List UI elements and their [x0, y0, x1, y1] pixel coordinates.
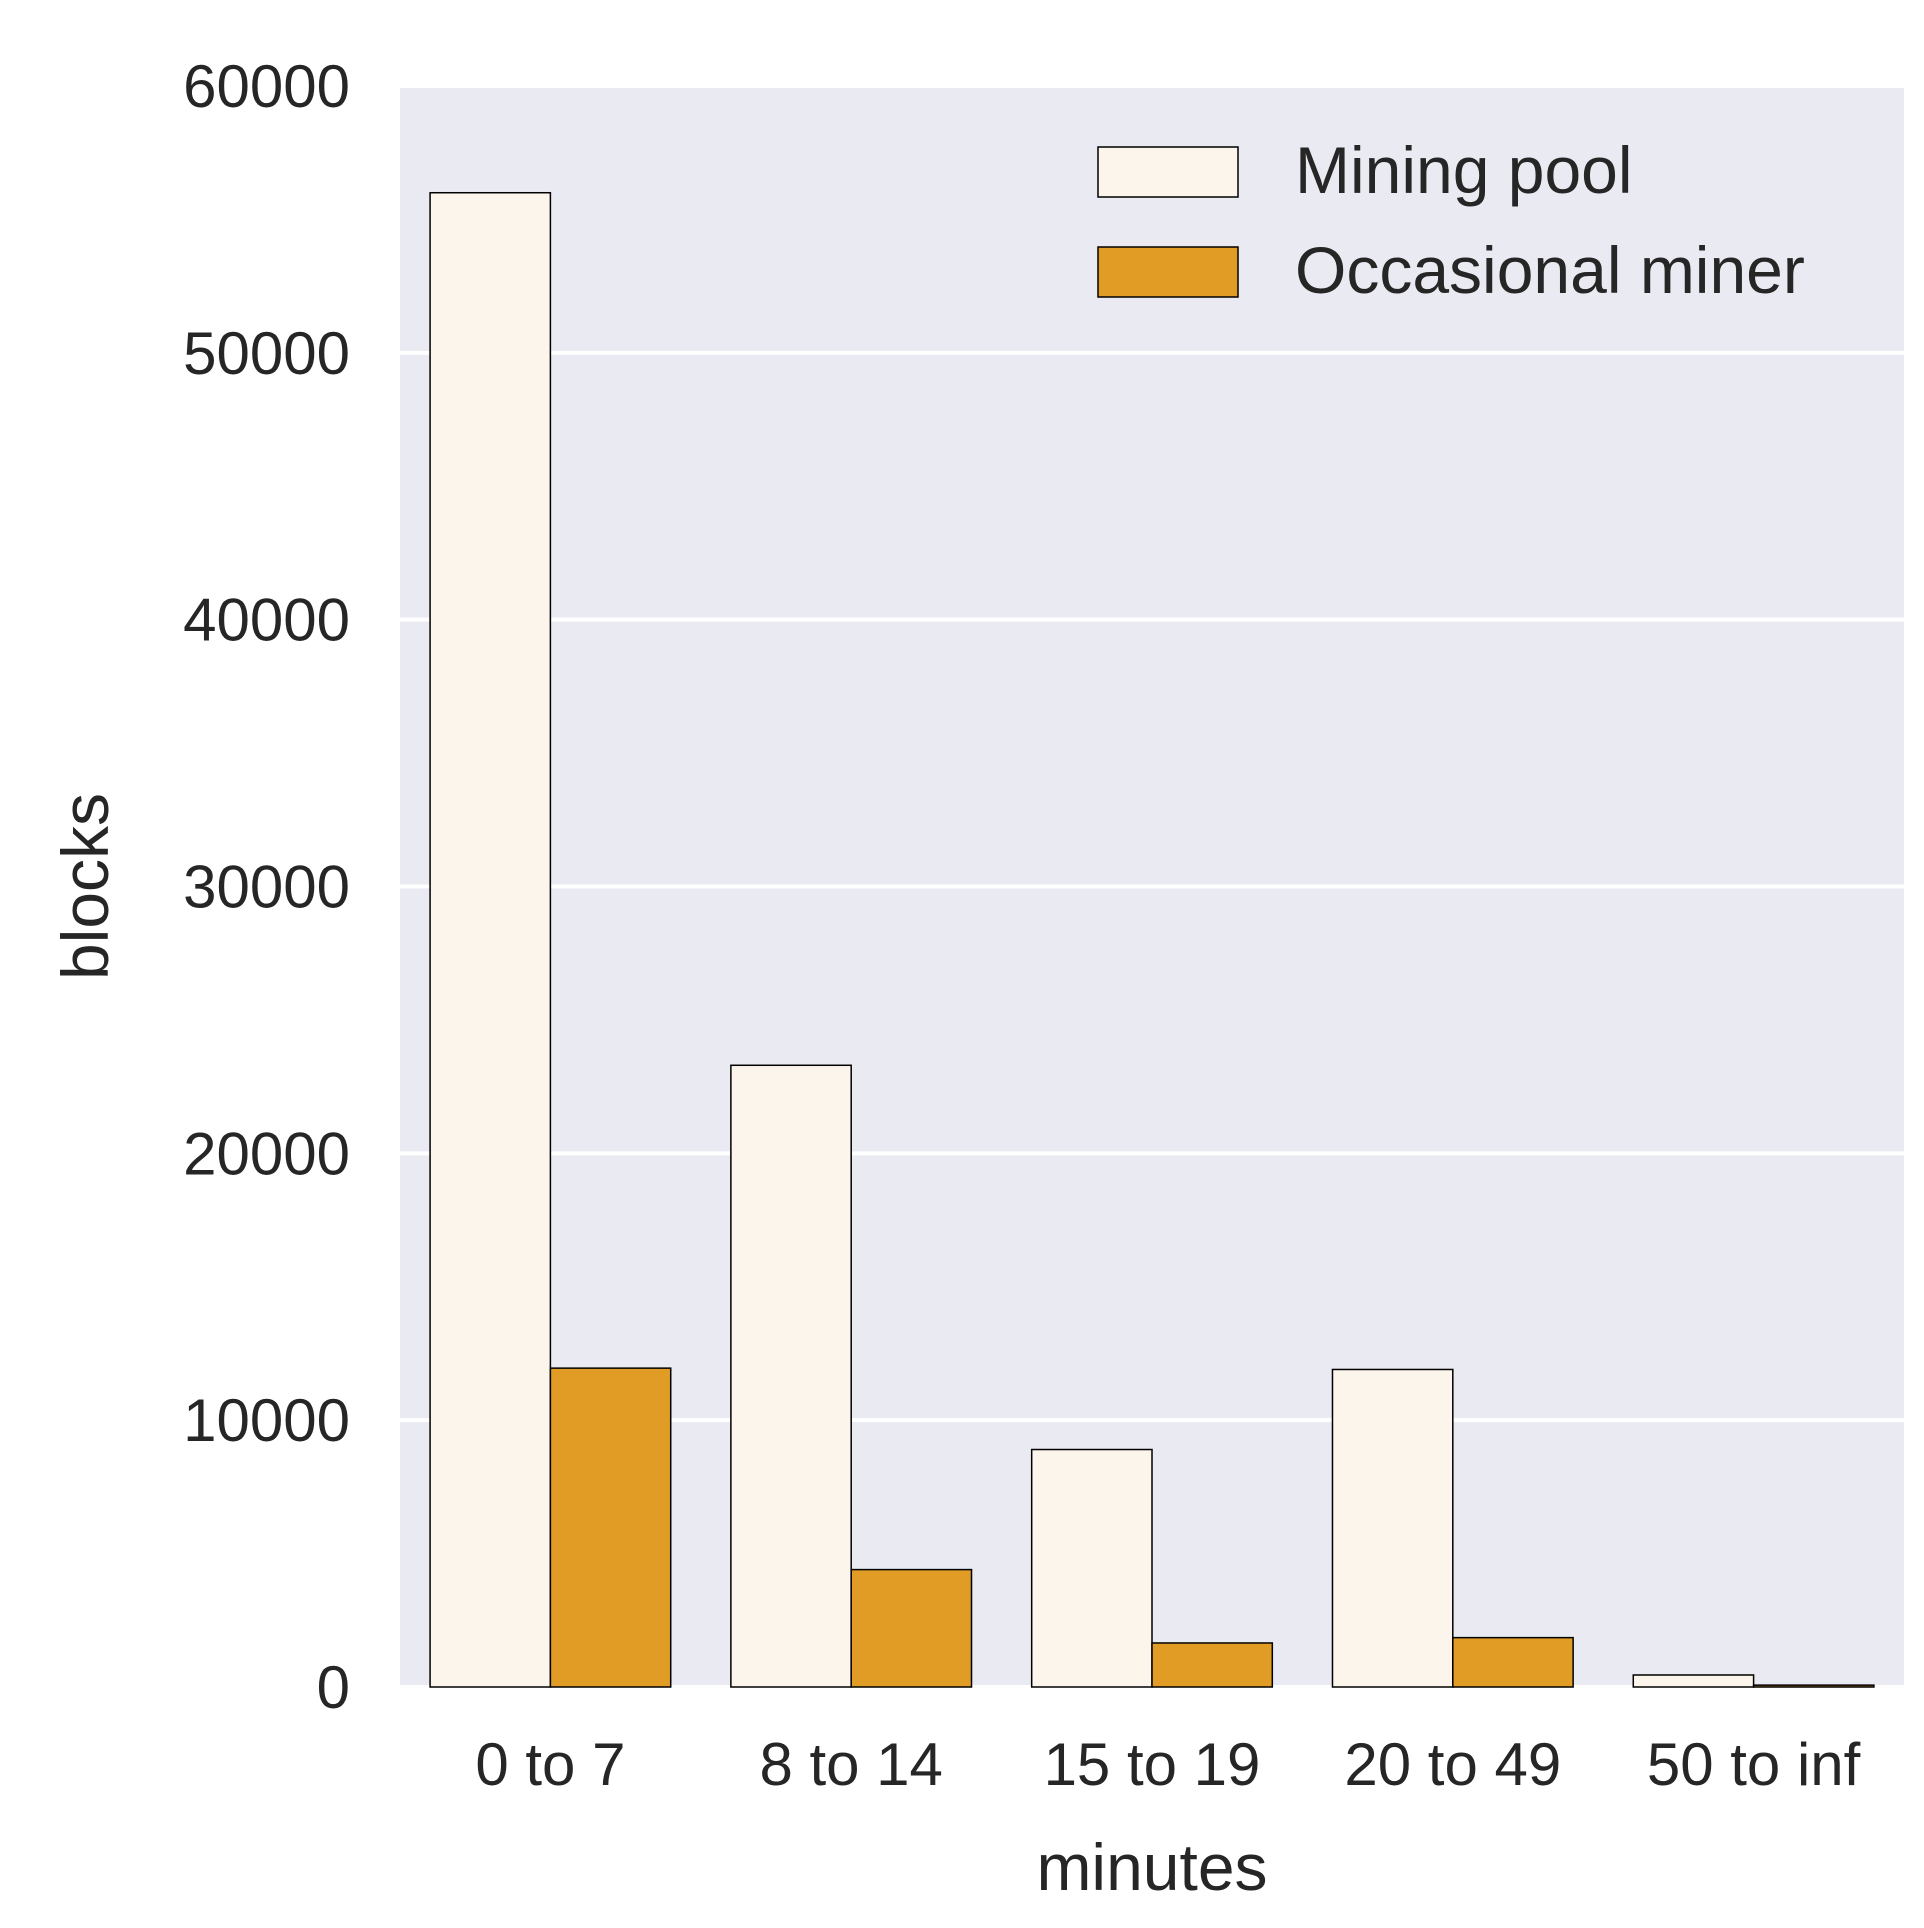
bar-mining-pool — [730, 1064, 852, 1688]
y-tick-label: 0 — [317, 1654, 350, 1721]
x-tick-label: 8 to 14 — [759, 1731, 943, 1798]
bars — [429, 191, 1875, 1688]
y-tick-label: 20000 — [183, 1120, 350, 1187]
x-axis-label: minutes — [1036, 1830, 1267, 1904]
x-tick-label: 0 to 7 — [475, 1731, 625, 1798]
bar-mining-pool — [1331, 1368, 1454, 1688]
y-axis-label: blocks — [48, 793, 122, 980]
bar-occasional-miner — [850, 1568, 973, 1688]
bar-occasional-miner — [1151, 1642, 1274, 1688]
x-tick-labels: 0 to 7 8 to 14 15 to 19 20 to 49 50 to inf — [475, 1731, 1860, 1798]
y-tick-label: 40000 — [183, 587, 350, 654]
legend-label: Mining pool — [1295, 133, 1633, 207]
y-tick-label: 60000 — [183, 53, 350, 120]
x-tick-label: 20 to 49 — [1344, 1731, 1561, 1798]
x-tick-label: 15 to 19 — [1044, 1731, 1261, 1798]
x-tick-label: 50 to inf — [1647, 1731, 1861, 1798]
legend: Mining pool Occasional miner — [1097, 133, 1805, 307]
bar-occasional-miner — [549, 1367, 672, 1688]
bar-mining-pool — [1632, 1674, 1755, 1688]
legend-label: Occasional miner — [1295, 233, 1805, 307]
y-tick-label: 10000 — [183, 1387, 350, 1454]
bar-mining-pool — [1030, 1448, 1153, 1688]
bar-occasional-miner — [1752, 1684, 1875, 1688]
y-tick-label: 30000 — [183, 854, 350, 921]
bar-mining-pool — [429, 191, 552, 1688]
bar-occasional-miner — [1452, 1636, 1574, 1688]
legend-swatch — [1097, 146, 1239, 198]
y-tick-labels: 0 10000 20000 30000 40000 50000 60000 — [183, 53, 350, 1721]
legend-swatch — [1097, 246, 1239, 298]
y-tick-label: 50000 — [183, 320, 350, 387]
